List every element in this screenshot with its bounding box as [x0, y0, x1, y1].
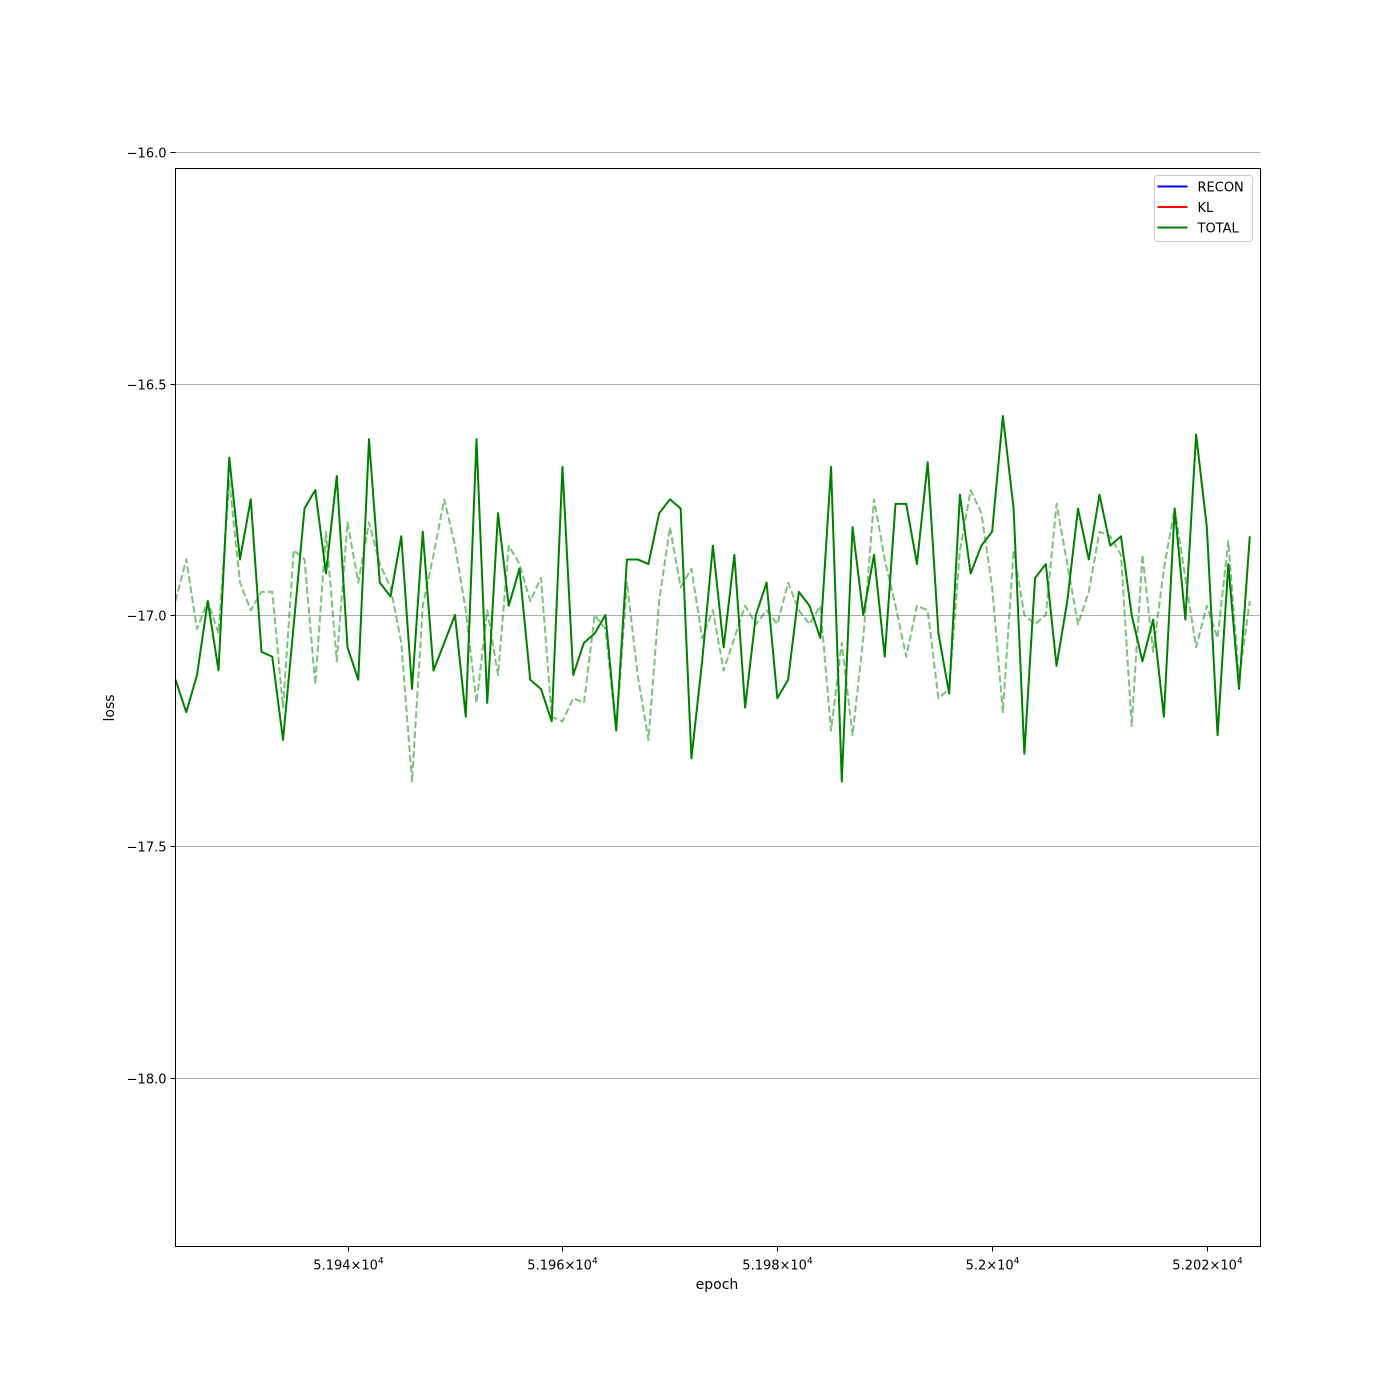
- x-tick-exponent: 4: [378, 1257, 384, 1267]
- x-tick-label: 5.202×104: [1172, 1257, 1243, 1274]
- y-tick-label: −18.0: [127, 1073, 167, 1088]
- total-dashed-series-line: [174, 479, 1251, 783]
- legend: RECON KL TOTAL: [1154, 175, 1253, 242]
- legend-label: TOTAL: [1197, 222, 1240, 237]
- x-tick-mantissa: 5.198: [742, 1259, 779, 1274]
- x-tick-times-sign: ×10: [1210, 1259, 1237, 1274]
- x-tick-times-sign: ×10: [780, 1259, 807, 1274]
- x-tick-mantissa: 5.194: [313, 1259, 350, 1274]
- total-series-line: [174, 415, 1251, 783]
- x-tick-mantissa: 5.202: [1172, 1259, 1209, 1274]
- x-tick-exponent: 4: [1237, 1257, 1243, 1267]
- x-tick-mantissa: 5.196: [527, 1259, 564, 1274]
- x-tick-exponent: 4: [592, 1257, 598, 1267]
- x-tick-mantissa: 5.2: [966, 1259, 987, 1274]
- y-tick-label: −17.5: [127, 841, 167, 856]
- plot-frame: [175, 168, 1261, 1247]
- y-tick-label: −17.0: [127, 610, 167, 625]
- x-tick-times-sign: ×10: [986, 1259, 1013, 1274]
- x-axis-label: epoch: [696, 1277, 739, 1293]
- x-tick-exponent: 4: [1014, 1257, 1020, 1267]
- y-axis: −16.0 −16.5 −17.0 −17.5 −18.0: [127, 147, 176, 1088]
- legend-label: KL: [1198, 201, 1215, 216]
- x-tick-label: 5.196×104: [527, 1257, 598, 1274]
- y-tick-label: −16.0: [127, 147, 167, 162]
- x-tick-label: 5.2×104: [966, 1257, 1020, 1274]
- x-tick-label: 5.198×104: [742, 1257, 813, 1274]
- x-axis: 5.194×104 5.196×104 5.198×104 5.2×104 5.202×…: [313, 1246, 1243, 1274]
- legend-label: RECON: [1198, 181, 1244, 196]
- grid-lines: [175, 152, 1261, 1079]
- x-tick-exponent: 4: [807, 1257, 813, 1267]
- x-tick-times-sign: ×10: [565, 1259, 592, 1274]
- y-tick-label: −16.5: [127, 379, 167, 394]
- legend-box: [1154, 175, 1253, 242]
- x-tick-times-sign: ×10: [351, 1259, 378, 1274]
- y-axis-label: loss: [102, 694, 118, 721]
- x-tick-label: 5.194×104: [313, 1257, 384, 1274]
- series-lines: [174, 415, 1251, 783]
